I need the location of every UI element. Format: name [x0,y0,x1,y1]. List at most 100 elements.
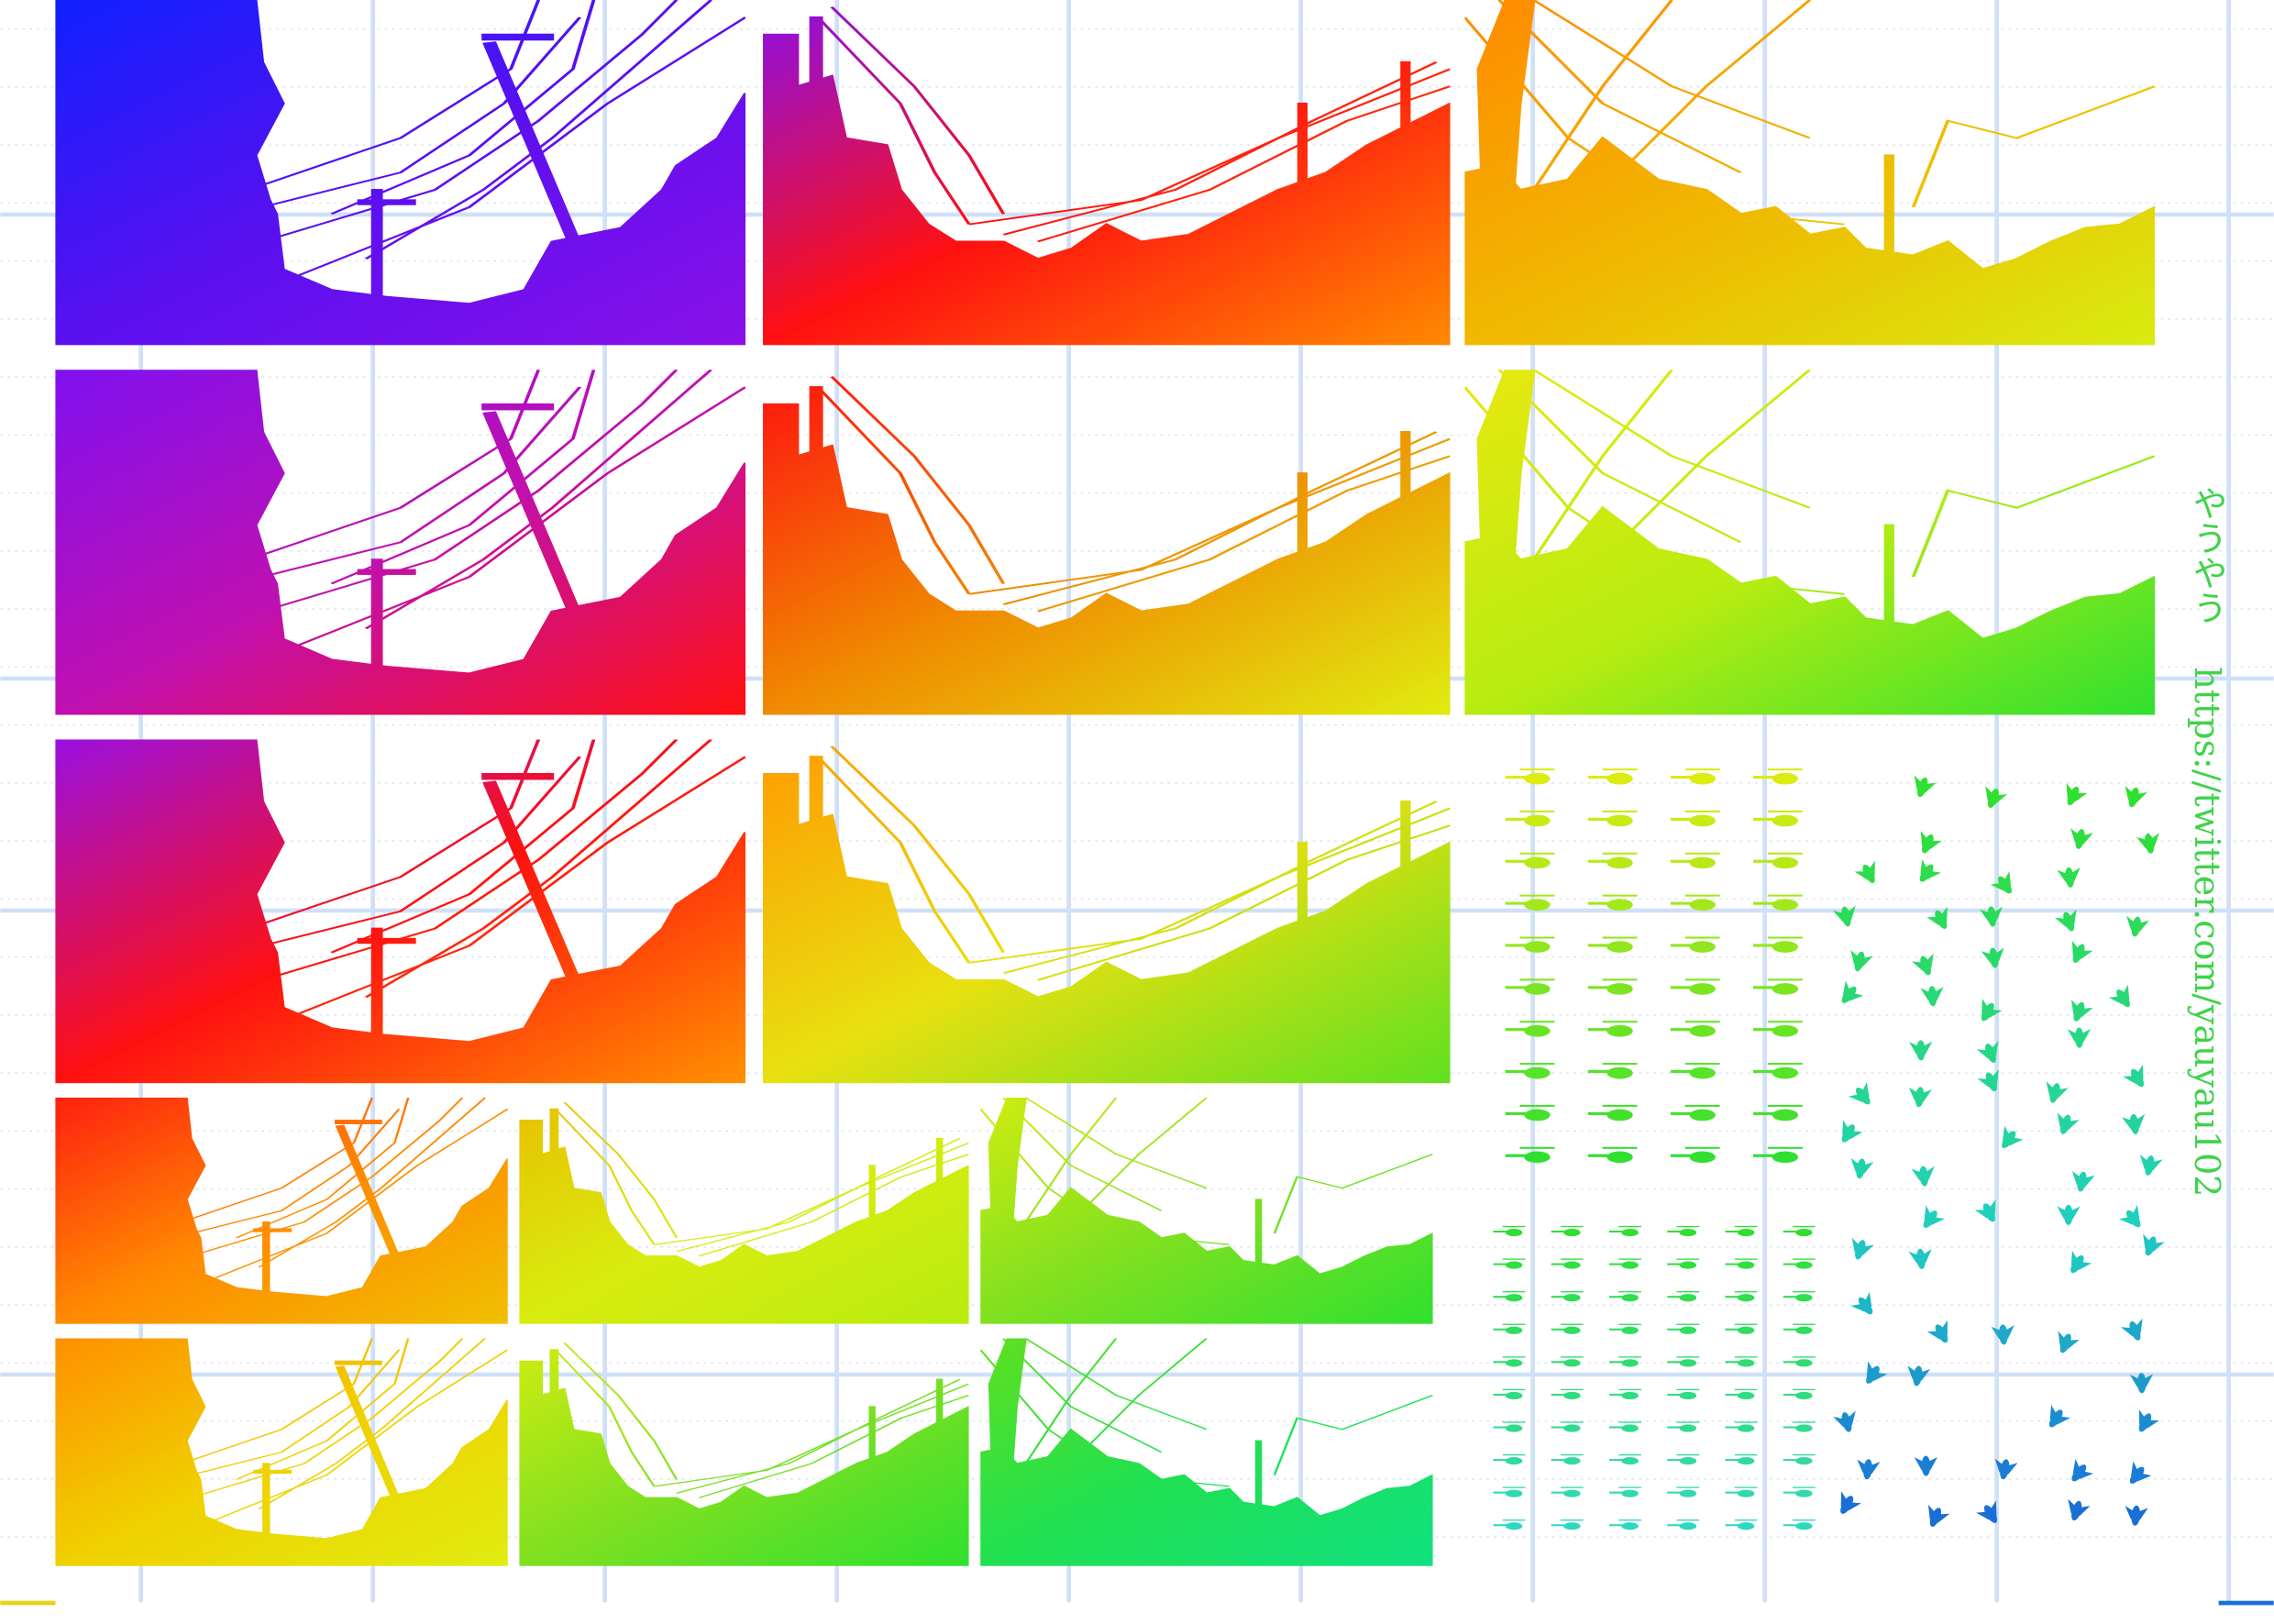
helicopter-rotor [1684,978,1720,981]
helicopter-body [1679,1424,1697,1432]
helicopter-tail [1667,1524,1681,1527]
bird-wing [2003,1125,2024,1146]
helicopter-sticker [1493,1291,1526,1302]
bird-sticker [2070,1250,2092,1274]
helicopter-rotor [1793,1225,1816,1228]
bird-body [1856,1158,1866,1179]
helicopter-sticker [1725,1323,1758,1334]
bird-sticker [1850,1157,1874,1179]
silhouette [763,0,1451,346]
helicopter-rotor [1793,1323,1816,1325]
silhouette [519,1098,969,1324]
bird-body [1999,1324,2008,1345]
helicopter-tail [1493,1491,1507,1494]
helicopter-rotor [1602,1021,1638,1023]
bird-wing [2136,833,2159,849]
helicopter-sticker [1505,1021,1555,1037]
silhouette [1464,0,2156,346]
helicopter-sticker [1609,1519,1641,1530]
helicopter-sticker [1587,810,1638,827]
bird-wing [1908,1087,1932,1102]
bird-wing [2125,1506,2148,1520]
helicopter-body [1679,1489,1697,1497]
helicopter-body [1689,1066,1716,1079]
helicopter-tail [1753,986,1774,989]
helicopter-body [1563,1391,1581,1400]
helicopter-rotor [1519,768,1555,771]
helicopter-sticker [1783,1356,1816,1367]
helicopter-body [1621,1424,1639,1432]
helicopter-body [1505,1391,1523,1400]
helicopter-sticker [1551,1258,1584,1269]
helicopter-tail [1587,1069,1608,1074]
helicopter-sticker [1725,1225,1758,1237]
helicopter-tail [1667,1328,1681,1331]
helicopter-body [1606,1024,1633,1037]
helicopter-tail [1493,1263,1507,1265]
helicopter-body [1606,941,1633,953]
helicopter-rotor [1602,894,1638,897]
helicopter-tail [1551,1296,1565,1298]
bird-sticker [1981,998,2003,1022]
helicopter-sticker [1783,1453,1816,1465]
bird-wing [2071,1170,2095,1188]
helicopter-sticker [1783,1421,1816,1432]
helicopter-tail [1609,1491,1623,1494]
helicopter-rotor [1519,1104,1555,1107]
bird-sticker [2129,1461,2152,1484]
helicopter-body [1563,1456,1581,1465]
helicopter-tail [1753,1069,1774,1074]
helicopter-tail [1551,1231,1565,1233]
helicopter-tail [1753,1111,1774,1115]
bird-body [1989,947,1999,968]
helicopter-tail [1587,901,1608,905]
helicopter-sticker [1725,1421,1758,1432]
helicopter-tail [1505,817,1526,821]
bird-sticker [1976,1041,1999,1064]
helicopter-sticker [1670,1063,1720,1079]
helicopter-rotor [1734,1519,1758,1521]
bird-sticker [1909,1040,1933,1061]
helicopter-body [1795,1391,1813,1400]
bird-sticker [1840,1491,1861,1514]
bird-sticker [2071,1458,2094,1482]
helicopter-tail [1725,1393,1739,1396]
helicopter-tail [1505,986,1526,989]
helicopter-rotor [1561,1258,1584,1260]
helicopter-sticker [1609,1258,1641,1269]
bird-sticker [1927,1504,1950,1527]
bird-body [1840,1496,1854,1514]
helicopter-sticker [1505,894,1555,911]
helicopter-body [1737,1522,1755,1530]
bird-sticker [2054,909,2077,932]
bird-wing [1990,870,2012,891]
bird-sticker [2048,1404,2071,1428]
bird-wing [1842,980,1864,1001]
bird-sticker [1974,1199,1996,1222]
bird-sticker [1911,1166,1935,1187]
bird-wing [2129,1374,2154,1388]
helicopter-body [1621,1391,1639,1400]
helicopter-sticker [1505,978,1555,995]
bird-wing [1857,1459,1881,1475]
bird-sticker [2070,999,2093,1022]
bird-sticker [2002,1125,2024,1149]
bird-body [1935,1324,1948,1343]
helicopter-tail [1587,1154,1608,1157]
helicopter-body [1621,1261,1639,1269]
helicopter-tail [1753,1154,1774,1157]
bird-body [2065,867,2074,888]
helicopter-body [1621,1522,1639,1530]
bird-wing [2049,1404,2071,1425]
helicopter-body [1679,1228,1697,1237]
helicopter-sticker [1670,810,1720,827]
bird-body [1916,1248,1926,1269]
bird-sticker [1920,831,1942,854]
helicopter-tail [1725,1328,1739,1331]
bird-sticker [2108,984,2130,1008]
helicopter-rotor [1519,1063,1555,1066]
helicopter-rotor [1684,768,1720,771]
helicopter-rotor [1684,852,1720,855]
bird-wing [2138,1409,2160,1429]
helicopter-rotor [1767,894,1803,897]
